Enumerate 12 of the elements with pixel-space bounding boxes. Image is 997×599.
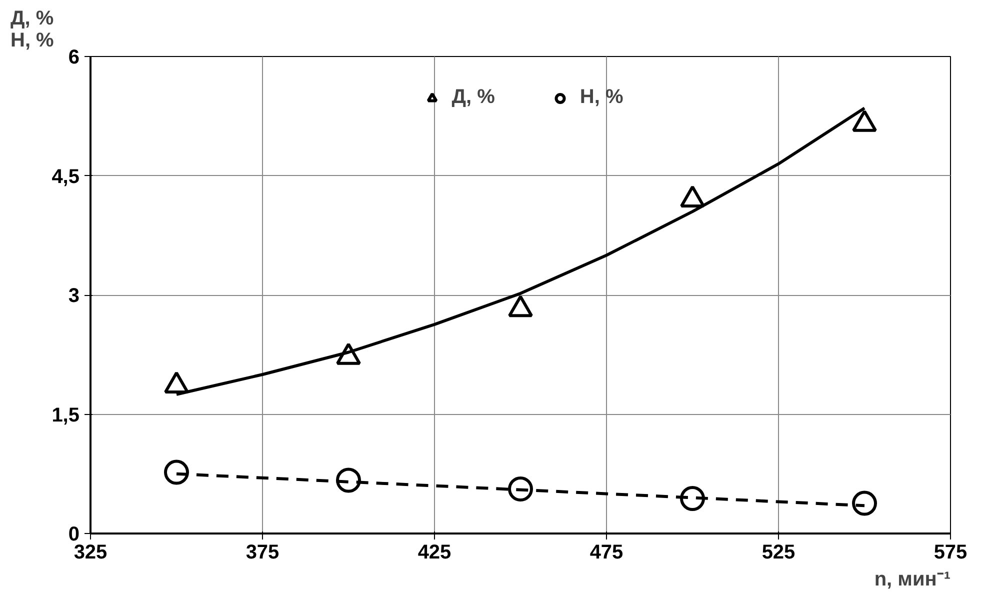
y-tick-label: 6 — [68, 46, 80, 68]
y-tick-label: 3 — [68, 285, 80, 307]
y-tick-label: 1,5 — [52, 404, 80, 426]
y-axis-title: Д, % Н, % — [10, 8, 54, 52]
x-tick-label: 575 — [934, 542, 968, 564]
x-tick-label: 475 — [590, 542, 624, 564]
x-tick-label: 375 — [246, 542, 280, 564]
x-axis-title: n, мин⁻¹ — [874, 568, 951, 590]
x-tick-label: 425 — [418, 542, 452, 564]
legend-label: Д, % — [452, 86, 495, 109]
y-tick-label: 4,5 — [52, 166, 80, 188]
x-tick-label: 525 — [762, 542, 796, 564]
